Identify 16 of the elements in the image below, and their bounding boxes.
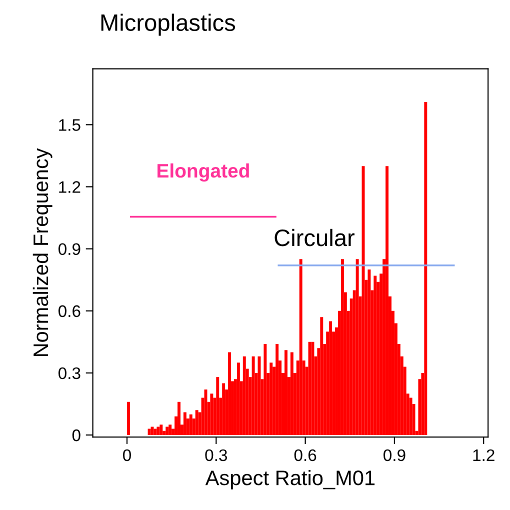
y-tick-label: 0.9 — [58, 243, 80, 256]
x-tick-label: 0 — [123, 449, 131, 462]
x-tick-label: 0.6 — [294, 449, 316, 462]
x-tick-label: 0.9 — [384, 449, 406, 462]
y-tick-label: 0 — [72, 429, 80, 442]
x-tick-label: 0.3 — [205, 449, 228, 462]
x-axis-title: Aspect Ratio_M01 — [205, 470, 375, 490]
y-tick-label: 0.3 — [58, 367, 80, 380]
y-tick-label: 1.2 — [59, 181, 80, 193]
y-axis-title: Normalized Frequency — [32, 148, 52, 356]
annotation: Circular — [274, 228, 354, 246]
x-tick-label: 1.2 — [473, 449, 494, 461]
annotation: Elongated — [158, 163, 249, 182]
chart-title: Microplastics — [101, 14, 236, 36]
y-tick-label: 1.5 — [59, 119, 80, 131]
y-tick-label: 0.6 — [58, 305, 80, 318]
